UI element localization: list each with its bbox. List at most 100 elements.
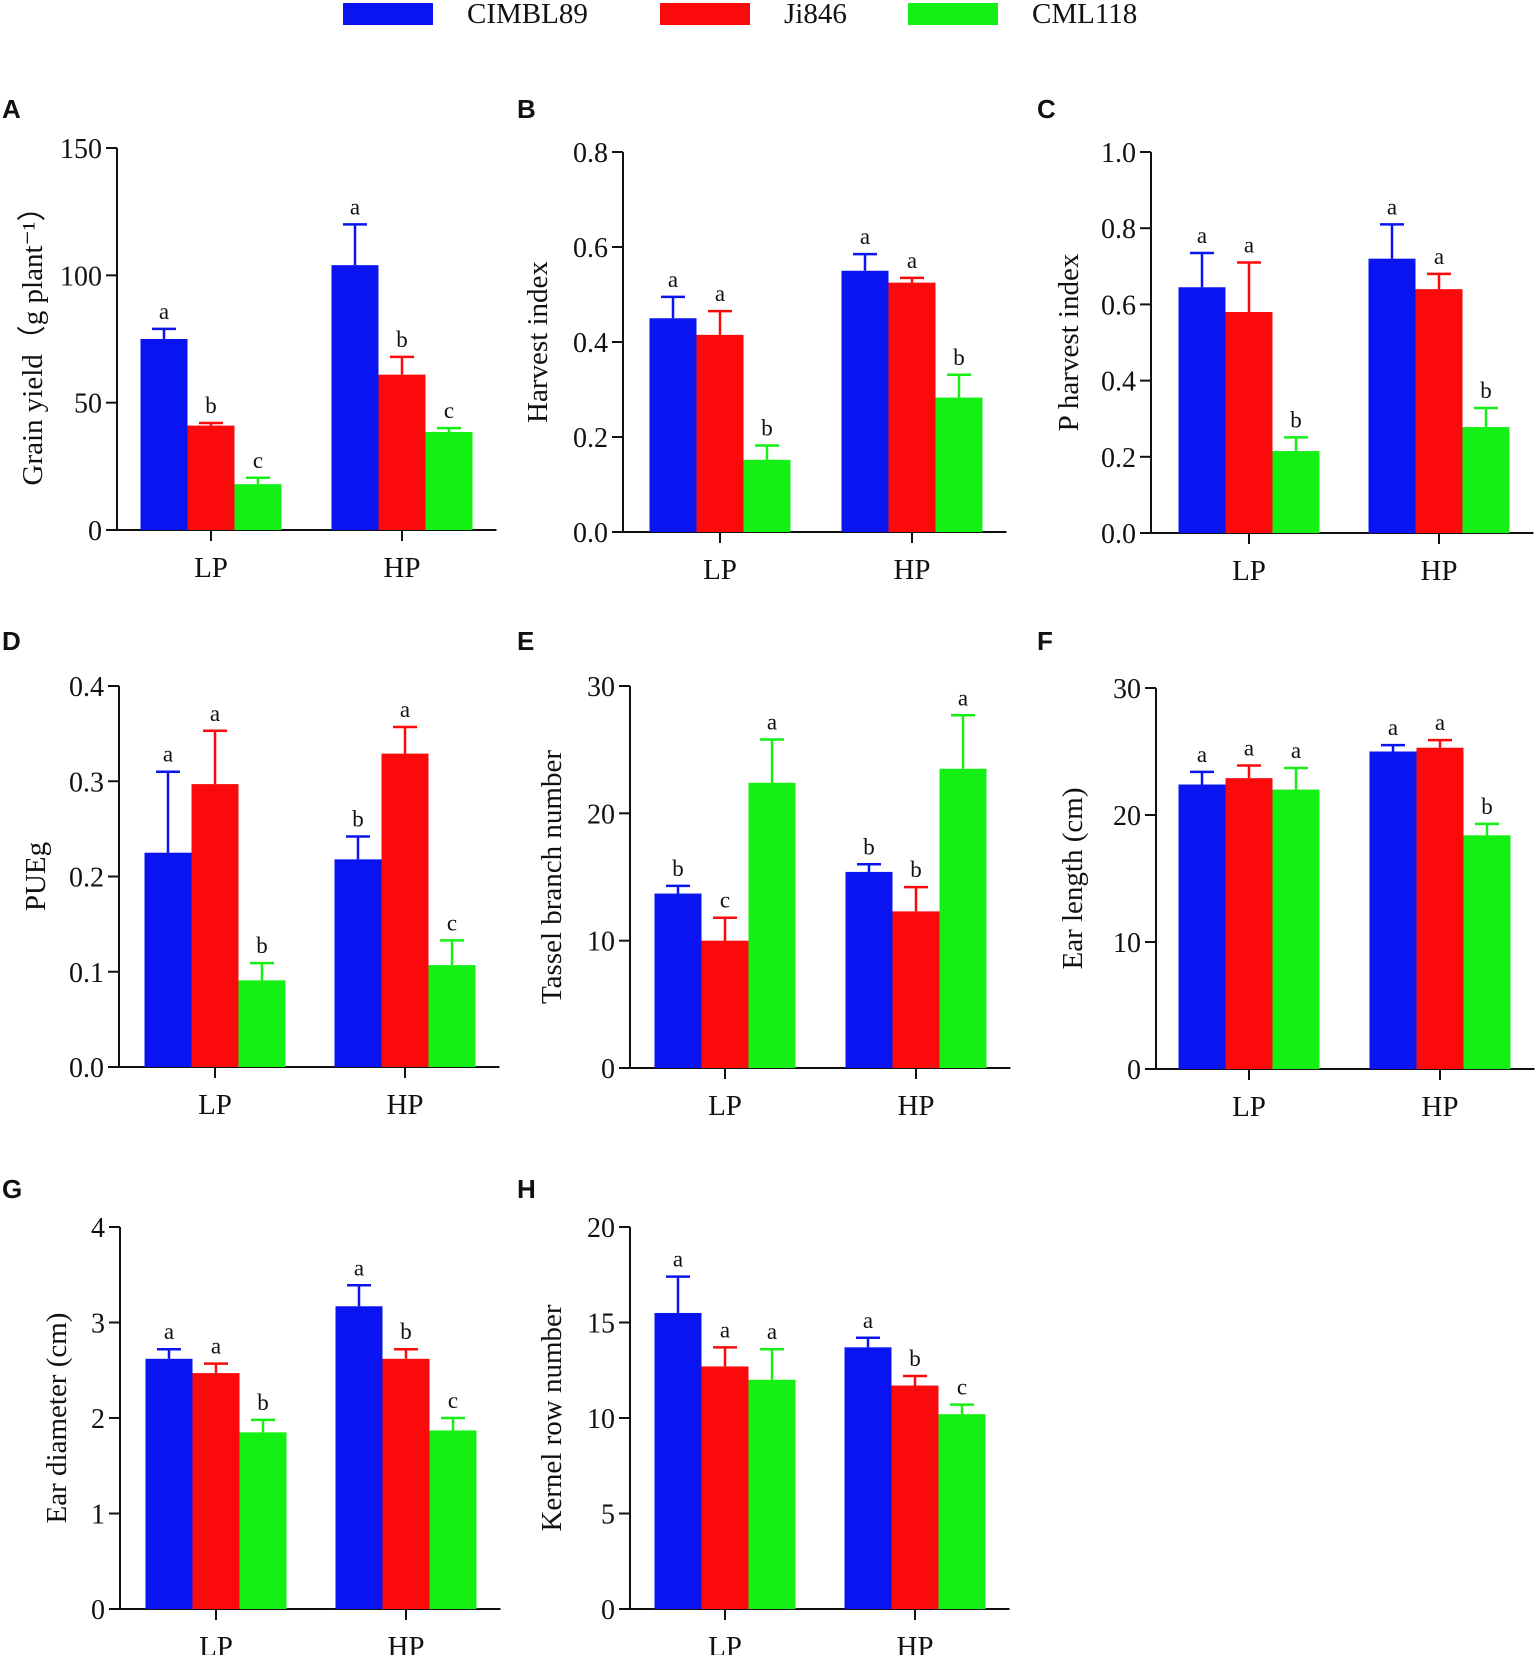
sig-letter-e-cml118-lp: a	[767, 709, 777, 734]
panel-letter-h: H	[517, 1174, 536, 1204]
bar-b-cml118-lp	[743, 459, 791, 532]
legend-swatch-cml118	[908, 3, 998, 25]
sig-letter-b-ji846-hp: a	[907, 248, 917, 273]
sig-letter-h-ji846-lp: a	[720, 1317, 730, 1342]
bar-a-cimbl89-lp	[140, 339, 188, 530]
sig-letter-e-ji846-hp: b	[910, 857, 922, 882]
bar-f-ji846-lp	[1225, 778, 1273, 1069]
bar-h-ji846-hp	[891, 1385, 939, 1609]
x-tick-label-f-lp: LP	[1232, 1091, 1266, 1123]
y-axis-label-g: Ear diameter (cm)	[41, 1313, 73, 1524]
legend-swatch-cimbl89	[343, 3, 433, 25]
legend-item-cimbl89: CIMBL89	[343, 0, 588, 30]
panel-letter-b: B	[517, 94, 536, 124]
y-tick-label-f: 30	[1113, 674, 1141, 705]
y-tick-label-c: 0.4	[1101, 367, 1136, 398]
bar-h-cimbl89-lp	[654, 1312, 702, 1609]
panel-letter-f: F	[1037, 626, 1053, 656]
sig-letter-c-cml118-hp: b	[1480, 378, 1492, 403]
bar-g-cimbl89-lp	[145, 1358, 193, 1609]
panel-letter-c: C	[1037, 94, 1056, 124]
legend-item-ji846: Ji846	[660, 0, 847, 30]
y-tick-label-f: 20	[1113, 801, 1141, 832]
x-tick-label-c-hp: HP	[1420, 555, 1457, 587]
bar-h-ji846-lp	[701, 1366, 749, 1609]
sig-letter-a-cimbl89-lp: a	[159, 299, 169, 324]
bar-d-cml118-lp	[238, 980, 286, 1067]
y-tick-label-a: 100	[60, 261, 102, 292]
bar-h-cml118-hp	[938, 1414, 986, 1609]
y-tick-label-f: 10	[1113, 928, 1141, 959]
y-tick-label-g: 1	[91, 1500, 105, 1531]
legend-label-cml118: CML118	[1032, 0, 1138, 30]
y-axis-label-b: Harvest index	[522, 261, 554, 423]
sig-letter-c-ji846-lp: a	[1244, 232, 1254, 257]
bar-c-ji846-lp	[1225, 312, 1273, 533]
y-tick-label-c: 0.0	[1101, 519, 1136, 550]
y-tick-label-h: 15	[587, 1309, 615, 1340]
sig-letter-f-ji846-lp: a	[1244, 735, 1254, 760]
sig-letter-h-cimbl89-lp: a	[673, 1247, 683, 1272]
sig-letter-f-cimbl89-lp: a	[1197, 742, 1207, 767]
sig-letter-d-ji846-lp: a	[210, 701, 220, 726]
bar-b-cimbl89-lp	[649, 318, 697, 532]
y-tick-label-c: 0.6	[1101, 290, 1136, 321]
y-tick-label-h: 20	[587, 1213, 615, 1244]
bar-c-cml118-lp	[1272, 451, 1320, 533]
sig-letter-f-cimbl89-hp: a	[1388, 715, 1398, 740]
y-tick-label-d: 0.4	[69, 672, 104, 703]
sig-letter-b-cml118-hp: b	[953, 345, 965, 370]
sig-letter-c-cimbl89-lp: a	[1197, 223, 1207, 248]
bar-f-cml118-hp	[1463, 835, 1511, 1069]
x-tick-label-d-hp: HP	[386, 1089, 423, 1121]
bar-g-cml118-lp	[239, 1432, 287, 1609]
x-tick-label-a-lp: LP	[194, 552, 228, 584]
y-axis-label-f: Ear length (cm)	[1057, 788, 1089, 970]
sig-letter-g-cimbl89-hp: a	[354, 1255, 364, 1280]
sig-letter-a-cimbl89-hp: a	[350, 194, 360, 219]
sig-letter-d-cml118-lp: b	[256, 933, 268, 958]
y-tick-label-d: 0.0	[69, 1053, 104, 1084]
sig-letter-d-cml118-hp: c	[447, 910, 457, 935]
y-tick-label-a: 150	[60, 134, 102, 165]
sig-letter-a-ji846-hp: b	[396, 327, 408, 352]
bar-e-cimbl89-hp	[845, 871, 893, 1068]
legend-swatch-ji846	[660, 3, 750, 25]
bar-g-ji846-hp	[382, 1358, 430, 1609]
y-tick-label-b: 0.4	[573, 328, 608, 359]
sig-letter-c-ji846-hp: a	[1434, 244, 1444, 269]
bar-d-cimbl89-hp	[334, 859, 382, 1067]
bar-e-cml118-lp	[748, 782, 796, 1068]
y-tick-label-e: 30	[587, 672, 615, 703]
y-axis-label-e: Tassel branch number	[536, 750, 568, 1004]
sig-letter-d-ji846-hp: a	[400, 697, 410, 722]
bar-e-cimbl89-lp	[654, 893, 702, 1068]
bar-b-cml118-hp	[935, 397, 983, 532]
y-tick-label-d: 0.2	[69, 863, 104, 894]
bar-b-ji846-lp	[696, 334, 744, 532]
sig-letter-f-cml118-hp: b	[1481, 794, 1493, 819]
sig-letter-b-ji846-lp: a	[715, 281, 725, 306]
panel-letter-d: D	[2, 626, 21, 656]
y-tick-label-g: 4	[91, 1213, 105, 1244]
sig-letter-h-cimbl89-hp: a	[863, 1308, 873, 1333]
sig-letter-g-cml118-hp: c	[448, 1388, 458, 1413]
bar-e-ji846-hp	[892, 911, 940, 1068]
y-tick-label-c: 1.0	[1101, 138, 1136, 169]
bar-h-cml118-lp	[748, 1379, 796, 1609]
sig-letter-g-ji846-hp: b	[400, 1319, 412, 1344]
y-tick-label-h: 10	[587, 1404, 615, 1435]
y-tick-label-e: 10	[587, 927, 615, 958]
bar-b-cimbl89-hp	[841, 270, 889, 532]
sig-letter-a-ji846-lp: b	[205, 393, 217, 418]
bar-g-cml118-hp	[429, 1430, 477, 1609]
sig-letter-a-cml118-hp: c	[444, 398, 454, 423]
sig-letter-b-cimbl89-lp: a	[668, 267, 678, 292]
x-tick-label-f-hp: HP	[1421, 1091, 1458, 1123]
x-tick-label-a-hp: HP	[383, 552, 420, 584]
x-tick-label-c-lp: LP	[1232, 555, 1266, 587]
y-tick-label-b: 0.2	[573, 423, 608, 454]
sig-letter-e-cml118-hp: a	[958, 685, 968, 710]
sig-letter-a-cml118-lp: c	[253, 448, 263, 473]
